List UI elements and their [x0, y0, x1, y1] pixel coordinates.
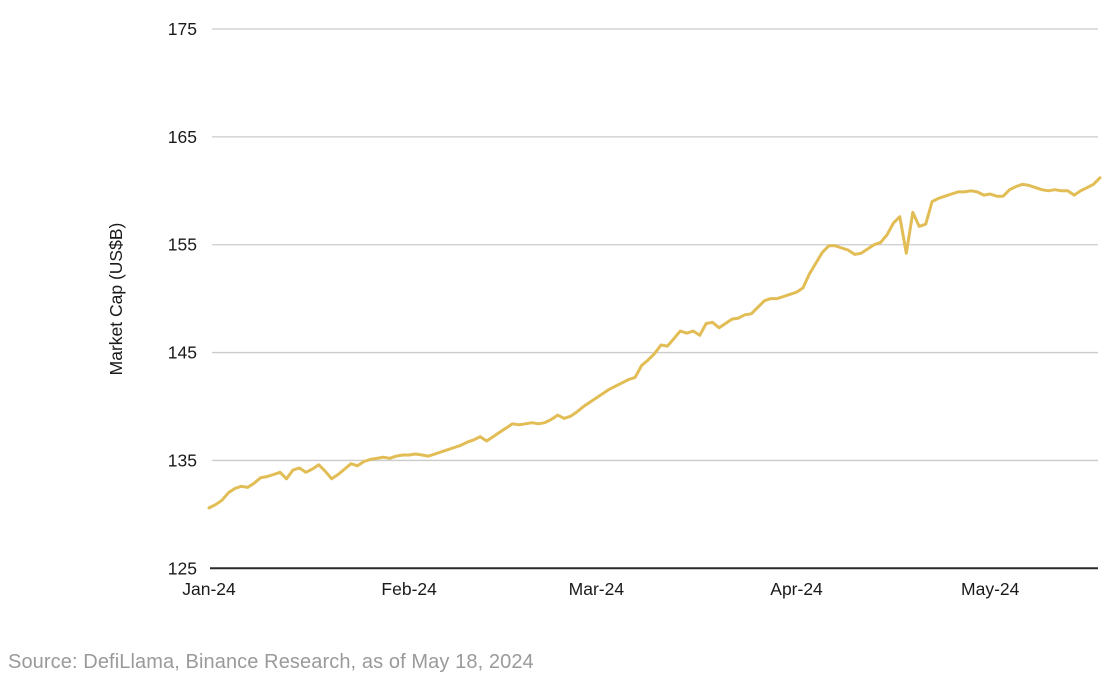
y-tick-label: 175	[168, 19, 197, 39]
y-tick-label: 165	[168, 127, 197, 147]
market-cap-line	[207, 176, 1102, 510]
market-cap-chart: 125 135 145 155 165 175 Jan-24 Feb-24 Mar-24 Apr-…	[106, 19, 1102, 599]
x-tick-label: Feb-24	[381, 579, 437, 599]
x-tick-label: Apr-24	[770, 579, 823, 599]
y-tick-label: 145	[168, 343, 197, 363]
y-tick-label: 155	[168, 235, 197, 255]
x-tick-label: Mar-24	[569, 579, 625, 599]
x-tick-label: Jan-24	[182, 579, 236, 599]
y-axis-title: Market Cap (US$B)	[106, 223, 126, 376]
y-tick-label: 125	[168, 558, 197, 578]
source-caption: Source: DefiLlama, Binance Research, as …	[8, 651, 534, 673]
y-tick-label: 135	[168, 450, 197, 470]
line-chart-canvas: 125 135 145 155 165 175 Jan-24 Feb-24 Mar-24 Apr-…	[106, 19, 1102, 599]
x-tick-label: May-24	[961, 579, 1020, 599]
